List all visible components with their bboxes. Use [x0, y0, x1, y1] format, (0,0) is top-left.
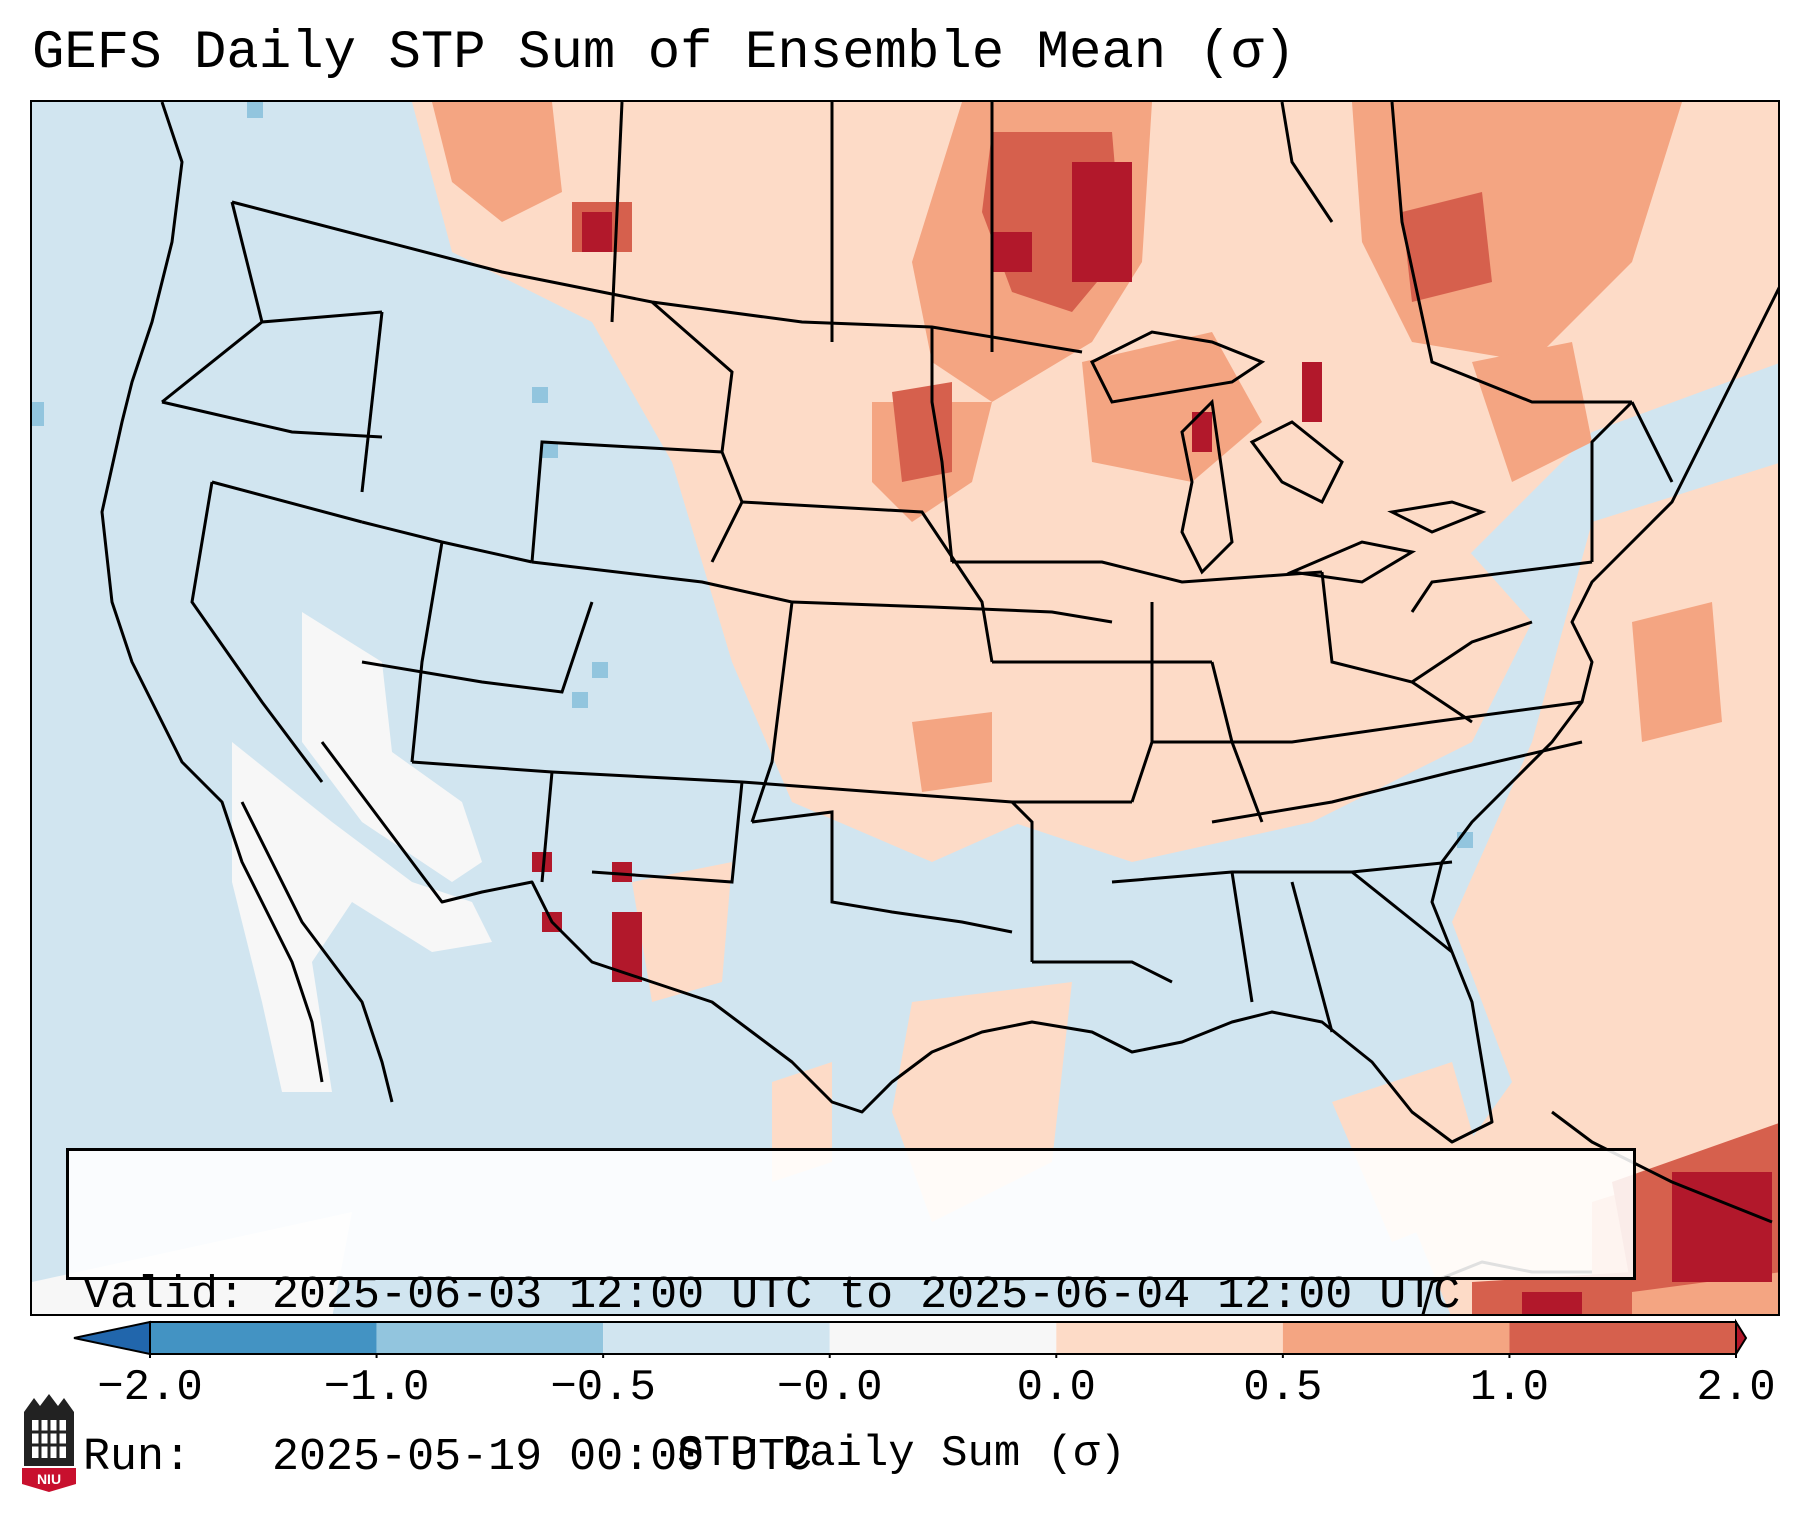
valid-line: Valid: 2025-06-03 12:00 UTC to 2025-06-0… — [83, 1269, 1619, 1323]
colorbar-tick-label: −2.0 — [97, 1363, 203, 1413]
niu-logo-text: NIU — [37, 1471, 61, 1487]
colorbar-tick-label: 0.0 — [1016, 1363, 1096, 1413]
run-time: 2025-05-19 00:00 UTC — [272, 1432, 813, 1483]
page-title: GEFS Daily STP Sum of Ensemble Mean (σ) — [32, 23, 1296, 84]
map-panel — [30, 100, 1780, 1316]
colorbar-outline — [149, 1321, 1737, 1355]
niu-logo: NIU — [22, 1394, 76, 1492]
colorbar-bin — [1056, 1322, 1283, 1354]
run-label: Run: — [83, 1432, 192, 1483]
colorbar-tick-label: −0.0 — [776, 1363, 883, 1413]
great-lakes — [1089, 330, 1487, 584]
colorbar-bin — [1282, 1322, 1510, 1354]
colorbar-tick-label: −1.0 — [323, 1363, 430, 1413]
colorbar-bin-under — [73, 1320, 151, 1356]
colorbar-bin — [829, 1322, 1057, 1354]
valid-run-info-box: Valid: 2025-06-03 12:00 UTC to 2025-06-0… — [66, 1148, 1636, 1483]
colorbar-tick-label: −0.5 — [550, 1363, 656, 1413]
colorbar-bin — [376, 1322, 604, 1354]
colorbar-title: STP Daily Sum (σ) — [677, 1429, 1126, 1479]
run-line: Run: 2025-05-19 00:00 UTC — [83, 1431, 1619, 1485]
valid-label: Valid: — [83, 1270, 246, 1321]
valid-range: 2025-06-03 12:00 UTC to 2025-06-04 12:00… — [272, 1270, 1461, 1321]
colorbar-bin — [603, 1322, 830, 1354]
map-canvas — [32, 102, 1778, 1314]
colorbar-bin — [150, 1322, 377, 1354]
anomaly-extreme-positive — [532, 162, 1772, 1314]
colorbar-tick-label: 0.5 — [1243, 1363, 1323, 1413]
colorbar-bin — [1509, 1322, 1736, 1354]
colorbar-bin-over — [1735, 1318, 1748, 1358]
colorbar — [73, 1318, 1748, 1358]
coastlines — [100, 102, 1778, 1314]
political-borders — [161, 102, 1674, 1033]
colorbar-tick-label: 1.0 — [1469, 1363, 1550, 1413]
colorbar-tick-label: 2.0 — [1696, 1363, 1776, 1413]
